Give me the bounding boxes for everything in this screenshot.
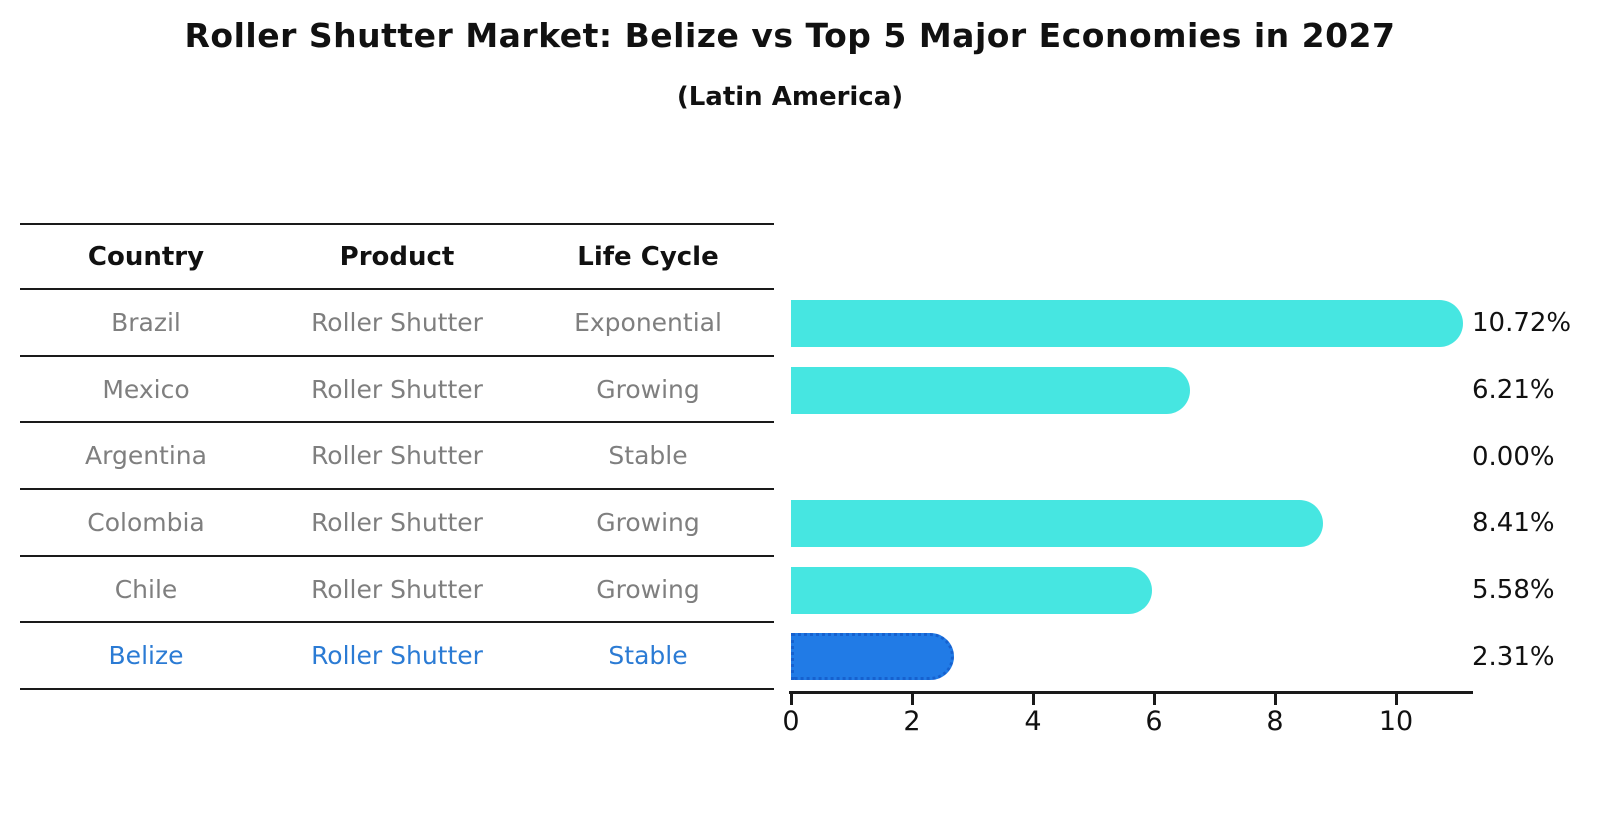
table-row: Argentina Roller Shutter Stable bbox=[20, 423, 774, 491]
x-axis-tick-label: 0 bbox=[782, 706, 800, 737]
country-cell: Belize bbox=[108, 641, 184, 671]
life-cycle-cell: Growing bbox=[596, 374, 700, 404]
product-cell: Roller Shutter bbox=[311, 307, 483, 337]
life-cycle-cell: Growing bbox=[596, 507, 700, 537]
x-axis-tick-label: 8 bbox=[1266, 706, 1284, 737]
x-axis-tick-label: 6 bbox=[1145, 706, 1163, 737]
product-cell: Roller Shutter bbox=[311, 641, 483, 671]
x-axis-tick-mark bbox=[1031, 694, 1035, 705]
life-cycle-cell: Growing bbox=[596, 574, 700, 604]
x-axis-tick-mark bbox=[1273, 694, 1277, 705]
x-axis-tick-label: 2 bbox=[903, 706, 921, 737]
table-row: Mexico Roller Shutter Growing bbox=[20, 357, 774, 424]
country-cell: Brazil bbox=[111, 307, 181, 337]
column-header-country: Country bbox=[87, 241, 205, 272]
value-bar bbox=[791, 566, 1153, 614]
chart-title: Roller Shutter Market: Belize vs Top 5 M… bbox=[184, 16, 1396, 55]
country-cell: Colombia bbox=[87, 507, 205, 537]
value-bar bbox=[791, 299, 1464, 347]
life-cycle-cell: Stable bbox=[608, 641, 688, 671]
life-cycle-cell: Stable bbox=[608, 441, 688, 471]
country-cell: Argentina bbox=[85, 441, 207, 471]
country-cell: Mexico bbox=[102, 374, 190, 404]
value-label: 10.72% bbox=[1472, 308, 1572, 339]
life-cycle-cell: Exponential bbox=[574, 307, 722, 337]
product-cell: Roller Shutter bbox=[311, 574, 483, 604]
country-table: Country Product Life Cycle Brazil Roller… bbox=[20, 223, 774, 691]
table-header-row: Country Product Life Cycle bbox=[20, 223, 774, 290]
x-axis-tick-label: 4 bbox=[1024, 706, 1042, 737]
x-axis-tick-mark bbox=[1152, 694, 1156, 705]
column-header-life-cycle: Life Cycle bbox=[577, 241, 719, 272]
column-header-product: Product bbox=[339, 241, 455, 272]
value-label: 2.31% bbox=[1472, 641, 1555, 672]
chart-subtitle: (Latin America) bbox=[676, 82, 904, 112]
product-cell: Roller Shutter bbox=[311, 507, 483, 537]
value-label: 5.58% bbox=[1472, 575, 1555, 605]
table-row: Colombia Roller Shutter Growing bbox=[20, 490, 774, 557]
product-cell: Roller Shutter bbox=[311, 374, 483, 404]
value-bar bbox=[791, 633, 955, 681]
table-row: Belize Roller Shutter Stable bbox=[20, 623, 774, 691]
value-label: 0.00% bbox=[1472, 441, 1555, 472]
value-bar bbox=[791, 366, 1191, 414]
value-label: 6.21% bbox=[1472, 375, 1555, 405]
x-axis-tick-mark bbox=[1394, 694, 1398, 705]
x-axis-tick-mark bbox=[910, 694, 914, 705]
table-row: Brazil Roller Shutter Exponential bbox=[20, 290, 774, 357]
product-cell: Roller Shutter bbox=[311, 441, 483, 471]
table-row: Chile Roller Shutter Growing bbox=[20, 557, 774, 624]
value-bar bbox=[791, 499, 1324, 547]
country-cell: Chile bbox=[114, 574, 178, 604]
x-axis-tick-mark bbox=[789, 694, 793, 705]
value-label: 8.41% bbox=[1472, 508, 1555, 539]
x-axis-tick-label: 10 bbox=[1378, 706, 1414, 737]
x-axis-line bbox=[789, 691, 1473, 694]
table-body: Brazil Roller Shutter Exponential Mexico… bbox=[20, 290, 774, 691]
